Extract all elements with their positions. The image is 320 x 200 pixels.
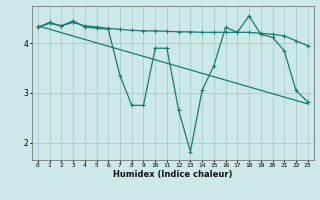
X-axis label: Humidex (Indice chaleur): Humidex (Indice chaleur) bbox=[113, 170, 233, 179]
